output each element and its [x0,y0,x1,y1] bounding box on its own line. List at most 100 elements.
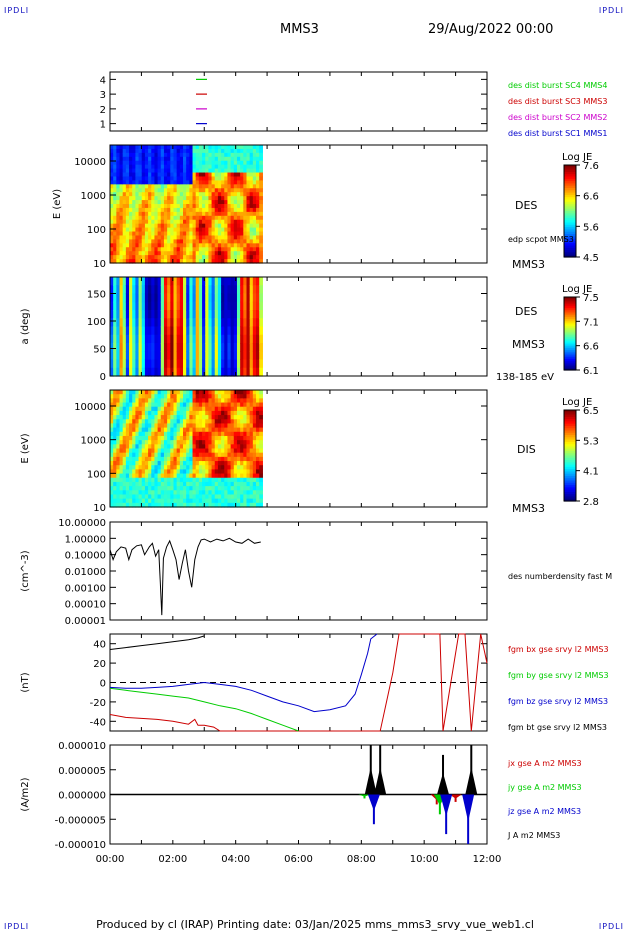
j-burst [374,767,387,795]
spectrogram-cell [233,444,238,450]
spectrogram-cell [157,343,162,352]
spectrogram-cell [138,152,143,158]
nd-y-tick-label: 0.00001 [65,616,106,627]
spectrogram-cell [249,180,254,185]
spectrogram-cell [170,243,175,248]
spectrogram-cell [148,285,152,295]
spectrogram-cell [135,494,140,500]
spectrogram-cell [208,255,213,260]
spectrogram-cell [116,172,121,178]
colorbar-cell [564,457,576,461]
spectrogram-cell [211,461,216,466]
spectrogram-cell [170,448,175,454]
spectrogram-cell [170,498,175,504]
spectrogram-cell [249,176,254,181]
spectrogram-cell [240,427,244,433]
spectrogram-cell [154,235,159,240]
spectrogram-cell [221,160,225,166]
colorbar-tick-label: 7.6 [583,161,599,172]
spectrogram-cell [144,465,149,470]
colorbar-cell [564,441,576,445]
spectrogram-cell [179,343,184,352]
spectrogram-cell [135,310,140,319]
spectrogram-cell [176,431,181,437]
spectrogram-cell [186,219,190,225]
spectrogram-cell [151,227,156,233]
spectrogram-cell [189,423,194,429]
spectrogram-cell [192,145,197,150]
spectrogram-cell [243,367,248,377]
spectrogram-cell [236,334,241,344]
spectrogram-cell [173,419,178,425]
spectrogram-cell [119,398,124,404]
spectrogram-cell [141,219,146,225]
spectrogram-cell [198,251,203,256]
spectrogram-cell [217,251,222,256]
spectrogram-cell [243,448,248,454]
spectrogram-cell [233,168,238,174]
des-pa-y-tick-label: 100 [87,317,106,328]
spectrogram-cell [224,207,229,213]
spectrogram-cell [192,301,197,311]
spectrogram-cell [236,259,241,264]
spectrogram-cell [119,334,124,344]
spectrogram-cell [167,486,171,491]
spectrogram-cell [119,419,124,425]
spectrogram-cell [195,318,200,328]
spectrogram-cell [246,293,251,303]
colorbar-title: Log JE [562,152,592,163]
spectrogram-cell [246,251,251,256]
spectrogram-cell [236,502,241,508]
spectrogram-cell [176,200,181,205]
spectrogram-cell [148,251,152,256]
colorbar-cell [564,475,576,479]
spectrogram-cell [154,255,159,260]
colorbar-cell [564,450,576,454]
spectrogram-cell [227,398,232,404]
spectrogram-cell [176,473,181,479]
spectrogram-cell [173,301,178,311]
spectrogram-cell [230,465,235,470]
spectrogram-cell [122,207,127,213]
spectrogram-cell [198,419,203,425]
spectrogram-cell [249,498,254,504]
spectrogram-cell [236,223,241,229]
spectrogram-cell [144,184,149,189]
spectrogram-cell [227,184,232,189]
spectrogram-cell [189,390,194,395]
spectrogram-cell [144,394,149,399]
spectrogram-cell [198,465,203,470]
spectrogram-cell [195,498,200,504]
spectrogram-cell [125,343,130,352]
spectrogram-cell [240,255,244,260]
spectrogram-cell [240,326,244,336]
spectrogram-cell [163,293,168,303]
spectrogram-cell [217,180,222,185]
spectrogram-cell [176,145,181,150]
spectrogram-cell [154,402,159,408]
spectrogram-cell [249,259,254,264]
spectrogram-cell [135,435,140,441]
spectrogram-cell [135,469,140,475]
spectrogram-cell [132,152,136,158]
spectrogram-cell [129,301,133,311]
dis-e-corner: MMS3 [512,502,545,515]
spectrogram-cell [119,219,124,225]
spectrogram-cell [163,431,168,437]
spectrogram-cell [148,498,152,504]
spectrogram-cell [160,444,165,450]
spectrogram-cell [151,251,156,256]
spectrogram-cell [129,156,133,162]
spectrogram-cell [135,200,140,205]
spectrogram-cell [173,435,178,441]
spectrogram-cell [176,293,181,303]
spectrogram-cell [170,168,175,174]
spectrogram-cell [189,277,194,286]
spectrogram-cell [192,415,197,420]
spectrogram-cell [243,398,248,404]
spectrogram-cell [176,410,181,416]
spectrogram-cell [119,343,124,352]
j-burst [364,767,377,795]
spectrogram-cell [122,176,127,181]
spectrogram-cell [179,502,184,508]
